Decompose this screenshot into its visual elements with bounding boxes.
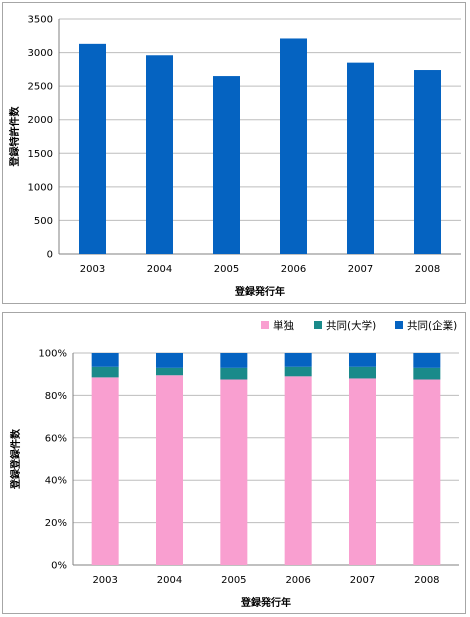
bar-segment (220, 379, 248, 565)
bar-segment (91, 366, 119, 378)
bar-segment (413, 367, 441, 380)
bar (213, 76, 240, 254)
y-tick-label: 2000 (28, 115, 53, 126)
y-tick-label: 80% (45, 391, 67, 402)
bar-segment (349, 366, 376, 379)
x-tick-label: 2003 (92, 575, 117, 586)
x-tick-label: 2005 (221, 575, 246, 586)
y-tick-label: 20% (45, 518, 67, 529)
legend-label: 単独 (273, 319, 294, 332)
bar-segment (349, 378, 376, 565)
x-axis-title: 登録発行年 (234, 285, 285, 298)
bar (146, 55, 173, 254)
bar-segment (284, 376, 312, 565)
legend-swatch (261, 321, 269, 329)
y-tick-label: 0 (47, 250, 53, 261)
x-axis-title: 登録発行年 (240, 596, 291, 609)
y-tick-label: 3500 (28, 15, 53, 26)
x-tick-label: 2004 (157, 575, 182, 586)
stacked-bar-chart-composition: 0% 20% 40% 60% 80% 100% 2003 2004 2005 2006 2007 20… (9, 319, 459, 609)
bar (347, 62, 374, 255)
y-tick-label: 2500 (28, 82, 53, 93)
bar-segment (220, 353, 248, 368)
legend-label: 共同(大学) (326, 319, 376, 332)
y-tick-label: 40% (45, 476, 67, 487)
y-axis-title: 登録特許件数 (8, 106, 21, 168)
bar (414, 70, 441, 255)
x-tick-label: 2007 (350, 575, 375, 586)
bar-segment (91, 353, 119, 367)
x-tick-label: 2008 (414, 575, 439, 586)
chart-panel-composition: 0% 20% 40% 60% 80% 100% 2003 2004 2005 2006 2007 20… (2, 312, 466, 614)
x-tick-label: 2007 (348, 264, 373, 275)
bar (79, 43, 106, 254)
y-tick-label: 500 (34, 216, 53, 227)
bar-segment (349, 353, 376, 367)
y-tick-label: 100% (38, 349, 67, 360)
chart-panel-registrations: 0 500 1000 1500 2000 2500 3000 3500 2003 2004 2005… (2, 2, 466, 304)
bar-segment (91, 377, 119, 565)
y-tick-label: 1000 (28, 182, 53, 193)
bar (280, 38, 307, 254)
bar-segment (156, 353, 183, 368)
legend-swatch (314, 321, 322, 329)
y-tick-label: 60% (45, 433, 67, 444)
x-tick-label: 2006 (281, 264, 306, 275)
y-tick-label: 0% (51, 561, 67, 572)
x-tick-label: 2008 (415, 264, 440, 275)
x-tick-label: 2004 (147, 264, 172, 275)
bar-segment (156, 375, 183, 565)
bar-segment (220, 367, 248, 380)
x-tick-label: 2005 (214, 264, 239, 275)
x-tick-label: 2003 (80, 264, 105, 275)
y-tick-label: 1500 (28, 149, 53, 160)
bar-segment (413, 379, 441, 565)
bar-chart-registrations: 0 500 1000 1500 2000 2500 3000 3500 2003 2004 2005… (8, 15, 461, 298)
bar-segment (284, 366, 312, 377)
x-tick-label: 2006 (285, 575, 310, 586)
legend-label: 共同(企業) (407, 319, 457, 332)
bar-segment (156, 367, 183, 376)
legend-swatch (395, 321, 403, 329)
bar-segment (413, 353, 441, 368)
y-axis-title: 登録登録件数 (9, 428, 22, 490)
y-tick-label: 3000 (28, 48, 53, 59)
bar-segment (284, 353, 312, 367)
